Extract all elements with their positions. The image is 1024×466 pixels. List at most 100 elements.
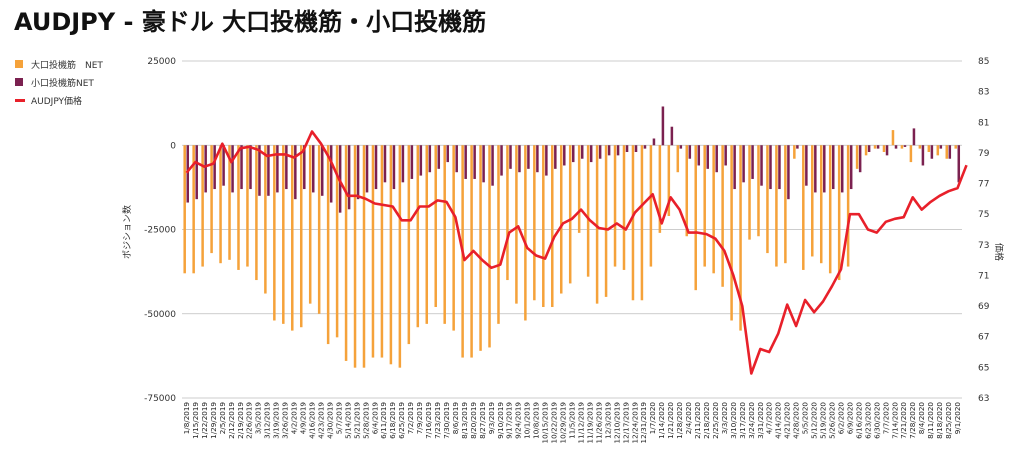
- bar-small: [742, 145, 745, 183]
- bar-small: [634, 145, 638, 152]
- bar-small: [500, 145, 503, 176]
- x-tick-label: 8/18/2020: [935, 402, 944, 439]
- bar-large: [291, 145, 294, 331]
- bar-large: [201, 145, 204, 267]
- bar-large: [855, 145, 859, 169]
- bar-large: [219, 145, 222, 264]
- bar-small: [760, 145, 763, 186]
- x-tick-label: 5/5/2020: [801, 402, 810, 435]
- bar-large: [308, 145, 312, 304]
- x-tick-label: 9/24/2019: [514, 402, 523, 439]
- bar-small: [858, 145, 862, 173]
- x-tick-label: 11/12/2019: [577, 402, 586, 444]
- x-tick-label: 7/28/2020: [908, 402, 917, 439]
- y-right-tick-label: 81: [978, 118, 989, 128]
- bar-small: [796, 145, 799, 149]
- x-tick-label: 6/11/2019: [379, 402, 388, 439]
- x-tick-label: 12/3/2019: [603, 402, 612, 439]
- x-tick-label: 5/7/2019: [334, 402, 343, 435]
- legend-label-large: 大口投機筋 NET: [31, 60, 103, 71]
- bar-small: [509, 145, 512, 169]
- bar-small: [823, 145, 826, 193]
- x-tick-label: 7/9/2019: [415, 402, 424, 435]
- bar-small: [437, 145, 441, 169]
- x-tick-label: 6/30/2020: [872, 402, 881, 439]
- x-tick-label: 9/17/2019: [505, 402, 514, 439]
- y-right-tick-label: 67: [978, 333, 989, 343]
- bar-large: [595, 145, 599, 304]
- bar-small: [410, 145, 414, 179]
- bar-small: [643, 145, 647, 149]
- bar-large: [434, 145, 437, 308]
- bar-small: [446, 145, 449, 163]
- bar-small: [778, 145, 781, 190]
- x-tick-label: 2/26/2019: [245, 402, 254, 439]
- bar-large: [649, 145, 653, 267]
- bar-small: [912, 128, 916, 146]
- y-right-tick-label: 73: [978, 241, 989, 251]
- bar-small: [356, 145, 360, 200]
- bar-small: [294, 145, 297, 200]
- bar-small: [473, 145, 476, 179]
- x-tick-label: 2/5/2019: [218, 402, 227, 435]
- bar-small: [491, 145, 494, 186]
- bar-small: [312, 145, 315, 193]
- bar-large: [793, 145, 796, 159]
- legend-swatch-price: [15, 98, 25, 102]
- x-tick-label: 8/4/2020: [917, 402, 926, 435]
- bar-small: [840, 145, 844, 193]
- x-tick-label: 6/4/2019: [370, 402, 379, 435]
- bar-small: [365, 145, 369, 193]
- x-tick-label: 6/2/2020: [837, 402, 846, 435]
- bar-small: [258, 145, 261, 196]
- bar-small: [616, 145, 620, 156]
- bar-large: [954, 145, 957, 149]
- bar-large: [936, 145, 940, 156]
- y-right-tick-label: 77: [978, 180, 989, 190]
- bar-small: [706, 145, 709, 169]
- bar-large: [443, 145, 446, 324]
- bar-small: [401, 145, 405, 183]
- x-tick-label: 5/21/2019: [352, 402, 361, 439]
- bar-large: [909, 145, 913, 163]
- bar-small: [849, 145, 853, 190]
- bar-large: [479, 145, 482, 351]
- bar-large: [757, 145, 760, 237]
- bar-small: [572, 145, 575, 163]
- x-tick-label: 8/6/2019: [451, 402, 460, 435]
- x-tick-label: 10/1/2019: [523, 402, 532, 439]
- bar-small: [876, 145, 880, 149]
- bar-large: [362, 145, 366, 368]
- bar-small: [267, 145, 270, 196]
- bar-large: [802, 145, 805, 270]
- bar-small: [455, 145, 458, 173]
- bar-small: [222, 145, 225, 186]
- bar-large: [506, 145, 509, 281]
- y-right-tick-label: 85: [978, 57, 989, 67]
- bar-large: [559, 145, 563, 294]
- legend-swatch-small: [15, 78, 23, 86]
- bar-large: [273, 145, 276, 321]
- x-tick-label: 1/29/2019: [209, 402, 218, 439]
- y-right-tick-label: 63: [978, 394, 989, 404]
- bar-small: [751, 145, 754, 179]
- legend-item-large: 大口投機筋 NET: [15, 55, 103, 73]
- x-tick-label: 2/25/2020: [711, 402, 720, 439]
- y-right-tick-label: 75: [978, 210, 989, 220]
- x-tick-label: 3/3/2020: [720, 402, 729, 435]
- bar-small: [276, 145, 279, 193]
- legend-label-small: 小口投機筋NET: [31, 78, 94, 89]
- bar-small: [204, 145, 207, 193]
- x-tick-label: 4/28/2020: [792, 402, 801, 439]
- bar-small: [320, 145, 324, 196]
- bar-large: [900, 145, 904, 149]
- x-tick-label: 3/24/2020: [747, 402, 756, 439]
- x-tick-label: 4/14/2020: [774, 402, 783, 439]
- bar-large: [326, 145, 330, 345]
- bar-small: [885, 145, 889, 156]
- bar-large: [335, 145, 339, 338]
- bar-large: [667, 145, 671, 217]
- y-axis-right-label: 価格: [993, 243, 1005, 261]
- x-tick-label: 10/15/2019: [541, 402, 550, 444]
- x-tick-label: 10/22/2019: [550, 402, 559, 444]
